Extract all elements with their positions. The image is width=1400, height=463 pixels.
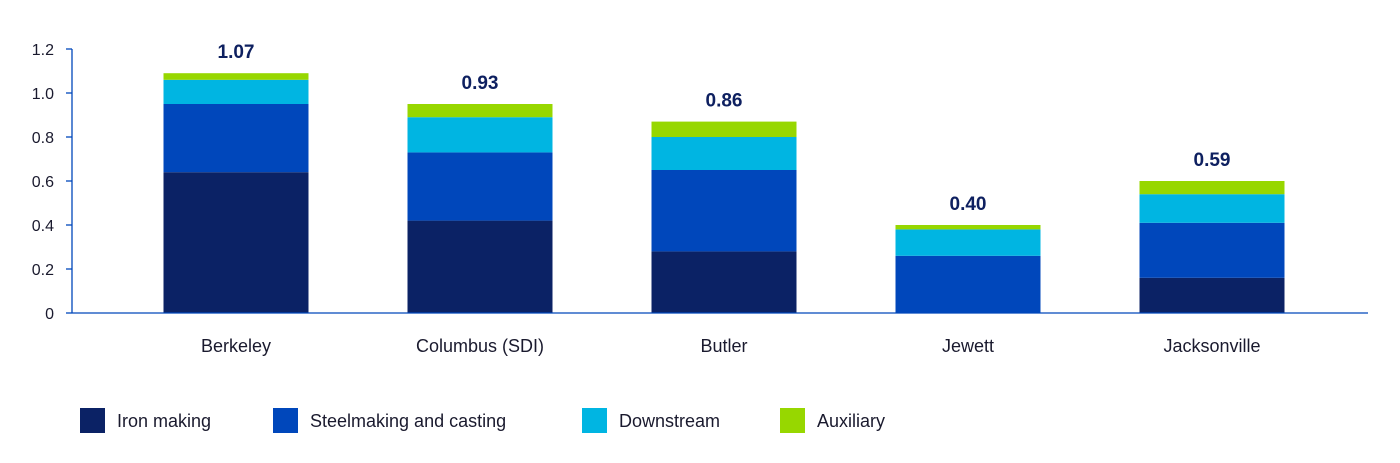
legend-label: Iron making — [117, 411, 211, 431]
legend-label: Auxiliary — [817, 411, 885, 431]
y-tick-label: 1.2 — [32, 42, 54, 59]
legend-swatch — [273, 408, 298, 433]
bar-segment-downstream — [1139, 194, 1285, 223]
y-tick-label: 0.6 — [32, 174, 54, 191]
bar-total-label: 0.86 — [706, 91, 743, 112]
y-tick-label: 1.0 — [32, 86, 54, 103]
bar-total-label: 0.59 — [1194, 150, 1231, 171]
bar-segment-auxiliary — [407, 104, 553, 118]
bar-segment-iron-making — [407, 220, 553, 313]
bar-segment-auxiliary — [895, 225, 1041, 230]
bar-segment-downstream — [895, 229, 1041, 256]
bar-segment-downstream — [651, 137, 797, 170]
y-tick-label: 0.8 — [32, 130, 54, 147]
x-axis: Berkeley Columbus (SDI) Butler Jewett Jackso… — [72, 312, 1368, 356]
bar-segment-steelmaking-and-casting — [651, 170, 797, 252]
bar-total-label: 1.07 — [218, 42, 255, 63]
legend: Iron making Steelmaking and casting Downst… — [80, 408, 885, 433]
bar-segment-iron-making — [1139, 277, 1285, 313]
bar-segment-steelmaking-and-casting — [407, 152, 553, 221]
bar-segment-downstream — [163, 79, 309, 104]
y-tick-label: 0.2 — [32, 262, 54, 279]
bar-segment-steelmaking-and-casting — [163, 104, 309, 173]
legend-swatch — [582, 408, 607, 433]
bar-segment-downstream — [407, 117, 553, 153]
x-category-label: Jacksonville — [1163, 336, 1260, 356]
bars-group: 1.07 0.93 0.86 0.40 0.59 — [163, 42, 1285, 313]
bar-segment-auxiliary — [651, 121, 797, 137]
legend-label: Steelmaking and casting — [310, 411, 506, 431]
x-category-label: Columbus (SDI) — [416, 336, 544, 356]
bar-segment-steelmaking-and-casting — [895, 255, 1041, 313]
bar-segment-steelmaking-and-casting — [1139, 222, 1285, 278]
y-tick-label: 0.4 — [32, 218, 54, 235]
bar-segment-auxiliary — [1139, 181, 1285, 195]
x-category-label: Jewett — [942, 336, 994, 356]
bar-segment-iron-making — [651, 251, 797, 313]
bar-total-label: 0.93 — [462, 73, 499, 94]
bar-segment-iron-making — [163, 172, 309, 313]
bar-total-label: 0.40 — [950, 194, 987, 215]
bar-segment-auxiliary — [163, 73, 309, 80]
y-axis: 0 0.2 0.4 0.6 0.8 1.0 1.2 — [32, 42, 73, 323]
legend-swatch — [780, 408, 805, 433]
y-tick-label: 0 — [45, 306, 54, 323]
x-category-label: Berkeley — [201, 336, 271, 356]
legend-swatch — [80, 408, 105, 433]
x-category-label: Butler — [700, 336, 747, 356]
legend-label: Downstream — [619, 411, 720, 431]
